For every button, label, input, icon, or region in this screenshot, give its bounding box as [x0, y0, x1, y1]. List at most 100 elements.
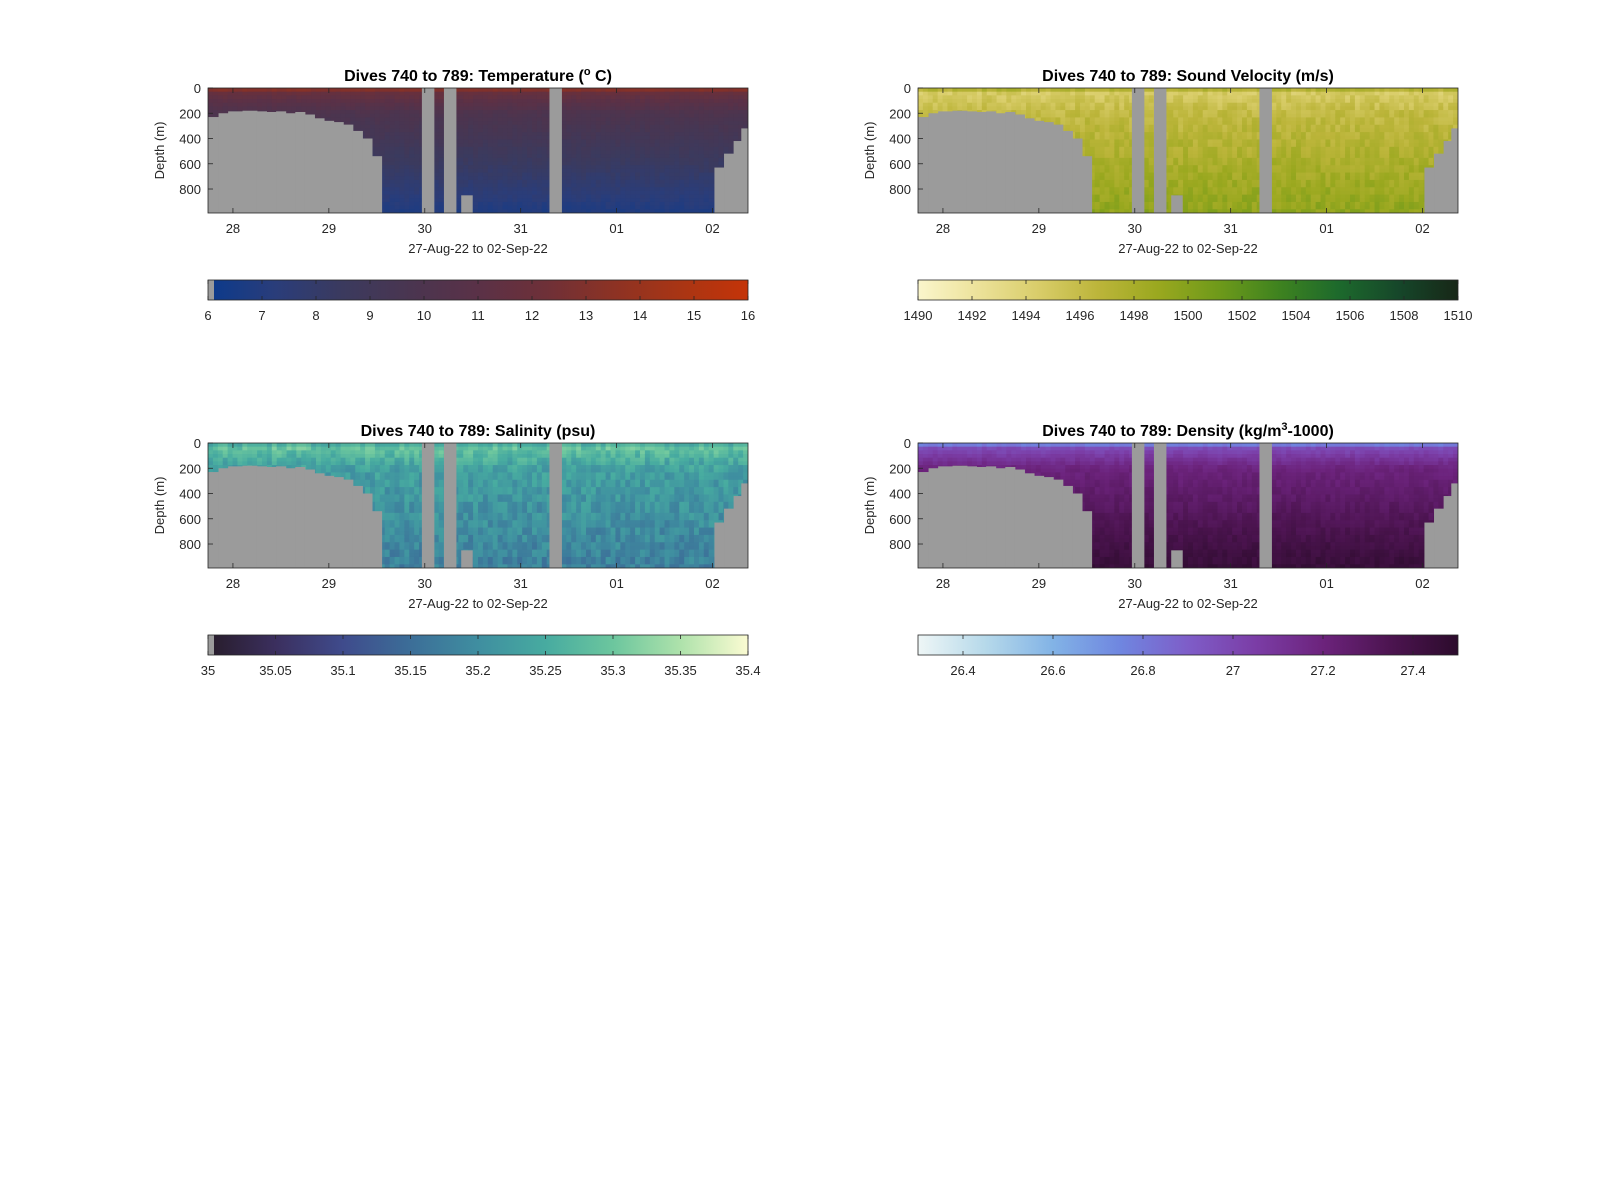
heatmap-cell: [301, 88, 307, 93]
heatmap-cell: [1055, 121, 1061, 126]
heatmap-cell: [586, 113, 592, 119]
heatmap-cell: [922, 99, 929, 104]
heatmap-cell: [674, 183, 680, 188]
heatmap-cell: [1001, 91, 1007, 96]
heatmap-cell: [419, 128, 425, 133]
heatmap-cell: [600, 91, 607, 96]
heatmap-cell: [947, 95, 953, 100]
heatmap-cell: [723, 128, 729, 133]
heatmap-cell: [566, 172, 572, 177]
heatmap-cell: [330, 91, 337, 96]
heatmap-cell: [522, 157, 528, 163]
heatmap-cell: [389, 113, 396, 119]
heatmap-cell: [468, 91, 474, 96]
heatmap-cell: [379, 190, 386, 196]
heatmap-cell: [659, 179, 666, 185]
heatmap-cell: [536, 117, 543, 122]
heatmap-cell: [257, 88, 263, 93]
heatmap-cell: [507, 146, 513, 152]
heatmap-cell: [517, 110, 523, 115]
heatmap-cell: [1016, 99, 1022, 104]
heatmap-cell: [708, 99, 715, 104]
heatmap-cell: [703, 95, 710, 100]
heatmap-cell: [541, 209, 548, 213]
heatmap-cell: [409, 91, 415, 96]
heatmap-cell: [571, 139, 577, 144]
heatmap-cell: [517, 161, 523, 166]
heatmap-cell: [541, 143, 548, 148]
heatmap-cell: [571, 121, 577, 126]
heatmap-cell: [1011, 88, 1017, 93]
heatmap-cell: [571, 102, 577, 107]
heatmap-cell: [492, 128, 499, 133]
heatmap-cell: [527, 194, 533, 199]
heatmap-cell: [1021, 95, 1027, 100]
heatmap-cell: [738, 128, 744, 133]
heatmap-cell: [522, 99, 528, 104]
heatmap-cell: [630, 154, 636, 159]
heatmap-cell: [409, 132, 415, 137]
heatmap-cell: [438, 117, 445, 122]
heatmap-cell: [517, 102, 523, 107]
heatmap-cell: [708, 194, 715, 199]
heatmap-cell: [947, 88, 953, 93]
heatmap-cell: [512, 124, 518, 130]
heatmap-cell: [664, 124, 671, 130]
heatmap-cell: [433, 165, 440, 170]
heatmap-cell: [605, 172, 612, 177]
heatmap-cell: [217, 102, 224, 107]
heatmap-cell: [414, 88, 420, 93]
heatmap-cell: [689, 205, 695, 210]
heatmap-cell: [723, 121, 729, 126]
heatmap-cell: [536, 121, 543, 126]
heatmap-cell: [389, 135, 396, 141]
heatmap-cell: [576, 106, 582, 111]
heatmap-cell: [502, 132, 509, 137]
heatmap-cell: [595, 201, 602, 207]
heatmap-cell: [237, 106, 243, 111]
heatmap-cell: [414, 139, 420, 144]
heatmap-cell: [482, 201, 489, 207]
heatmap-cell: [1060, 117, 1066, 122]
heatmap-cell: [487, 117, 494, 122]
heatmap-cell: [468, 106, 474, 111]
heatmap-cell: [1065, 128, 1071, 133]
heatmap-cell: [507, 201, 513, 207]
heatmap-cell: [615, 88, 621, 93]
heatmap-cell: [689, 194, 695, 199]
heatmap-cell: [468, 176, 474, 181]
heatmap-cell: [615, 179, 621, 185]
heatmap-cell: [492, 143, 499, 148]
heatmap-cell: [684, 183, 690, 188]
heatmap-cell: [389, 121, 396, 126]
heatmap-cell: [927, 102, 934, 107]
heatmap-cell: [1030, 113, 1037, 119]
heatmap-cell: [379, 209, 386, 213]
heatmap-cell: [571, 99, 577, 104]
heatmap-cell: [487, 139, 494, 144]
heatmap-cell: [605, 121, 612, 126]
heatmap-cell: [512, 168, 518, 174]
heatmap-cell: [237, 99, 243, 104]
heatmap-cell: [365, 106, 371, 111]
heatmap-cell: [590, 102, 597, 107]
heatmap-cell: [311, 95, 317, 100]
heatmap-cell: [635, 128, 641, 133]
heatmap-cell: [541, 139, 548, 144]
x-tick-label: 02: [705, 221, 719, 236]
heatmap-cell: [684, 128, 690, 133]
heatmap-cell: [620, 190, 626, 196]
heatmap-cell: [468, 161, 474, 166]
heatmap-cell: [708, 157, 715, 163]
heatmap-cell: [532, 139, 538, 144]
heatmap-cell: [669, 205, 675, 210]
heatmap-cell: [644, 91, 651, 96]
heatmap-cell: [414, 102, 420, 107]
heatmap-cell: [536, 146, 543, 152]
heatmap-cell: [586, 91, 592, 96]
heatmap-cell: [497, 117, 504, 122]
heatmap-cell: [1040, 99, 1047, 104]
heatmap-cell: [222, 88, 229, 93]
heatmap-cell: [536, 88, 543, 93]
heatmap-cell: [703, 205, 710, 210]
